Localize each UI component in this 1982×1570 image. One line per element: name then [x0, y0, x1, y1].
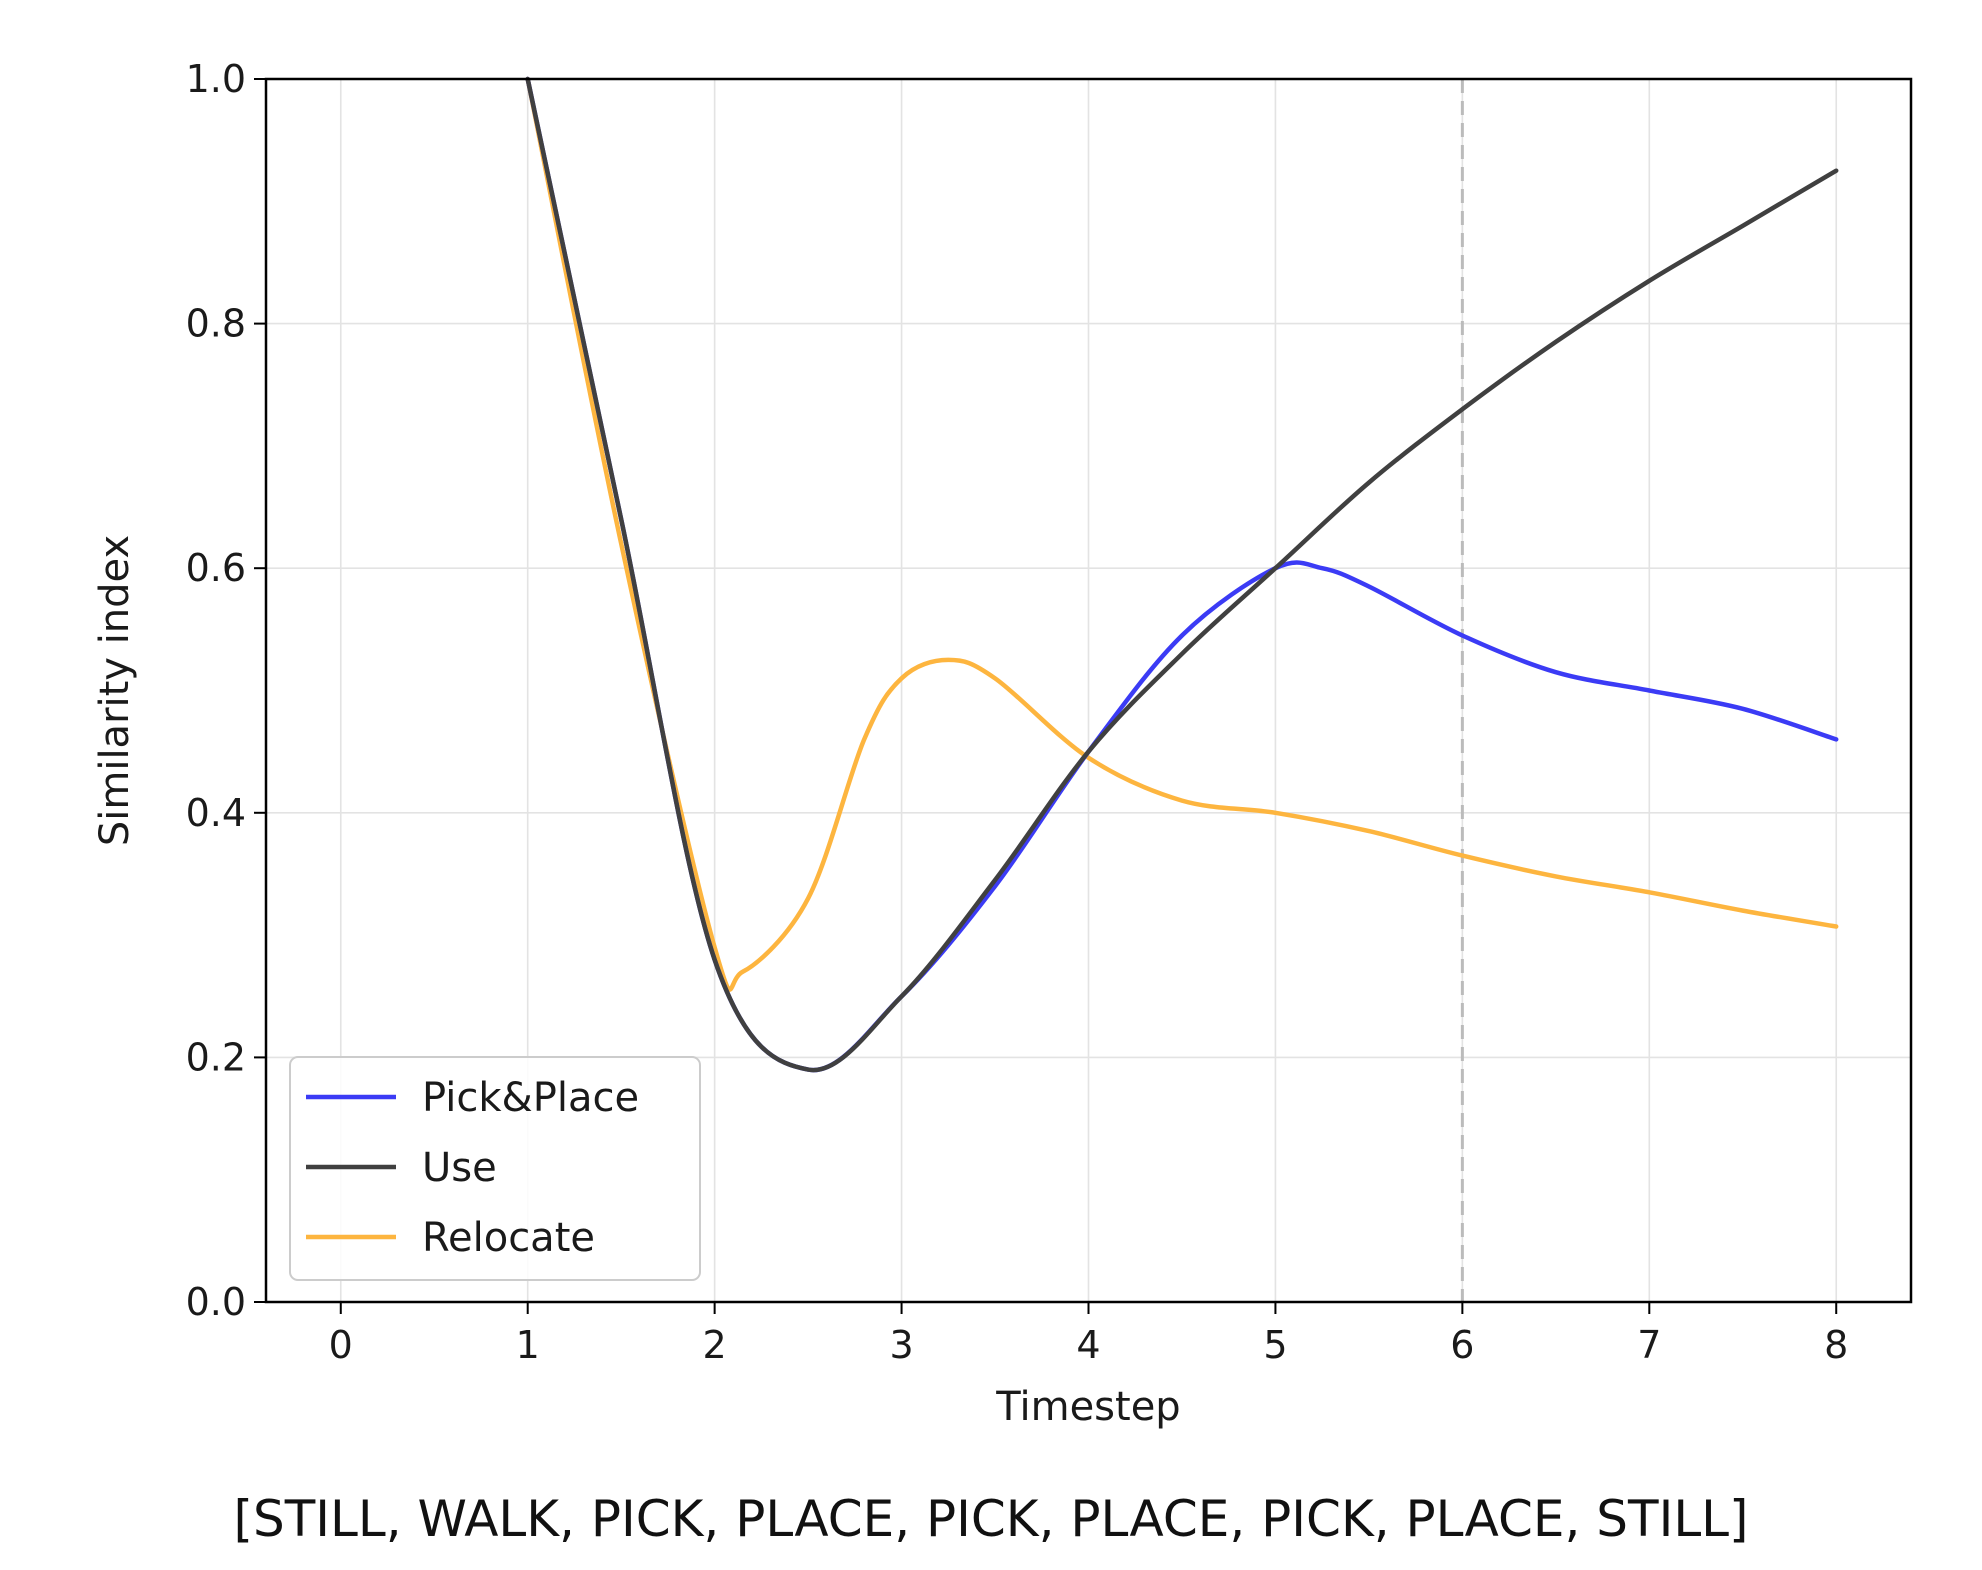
series-group [525, 76, 1839, 1073]
legend-label: Use [422, 1145, 497, 1191]
y-tick-label: 0.8 [186, 302, 246, 346]
x-tick-label: 5 [1263, 1323, 1287, 1367]
series-line-relocate [525, 76, 1839, 992]
legend: Pick&Place Use Relocate [289, 1056, 701, 1281]
x-axis-ticks: 0 1 2 3 4 5 6 7 8 [329, 1302, 1848, 1367]
x-tick-label: 1 [516, 1323, 540, 1367]
y-tick-label: 0.2 [186, 1035, 246, 1079]
x-tick-label: 8 [1824, 1323, 1848, 1367]
x-tick-label: 2 [703, 1323, 727, 1367]
sequence-caption: [STILL, WALK, PICK, PLACE, PICK, PLACE, … [233, 1490, 1749, 1548]
x-tick-label: 4 [1076, 1323, 1100, 1367]
x-tick-label: 7 [1637, 1323, 1661, 1367]
series-line-use [525, 76, 1839, 1073]
x-tick-label: 0 [329, 1323, 353, 1367]
x-tick-label: 3 [889, 1323, 913, 1367]
x-axis-label: Timestep [995, 1384, 1180, 1430]
legend-label: Relocate [422, 1215, 595, 1261]
y-tick-label: 0.4 [186, 791, 246, 835]
y-axis-ticks: 0.0 0.2 0.4 0.6 0.8 1.0 [186, 57, 266, 1324]
legend-box [289, 1056, 701, 1281]
y-tick-label: 0.0 [186, 1280, 246, 1324]
series-line-pick-place [525, 76, 1839, 1073]
x-tick-label: 6 [1450, 1323, 1474, 1367]
y-axis-label: Similarity index [92, 535, 138, 846]
y-tick-label: 0.6 [186, 546, 246, 590]
y-tick-label: 1.0 [186, 57, 246, 101]
legend-label: Pick&Place [422, 1075, 639, 1121]
